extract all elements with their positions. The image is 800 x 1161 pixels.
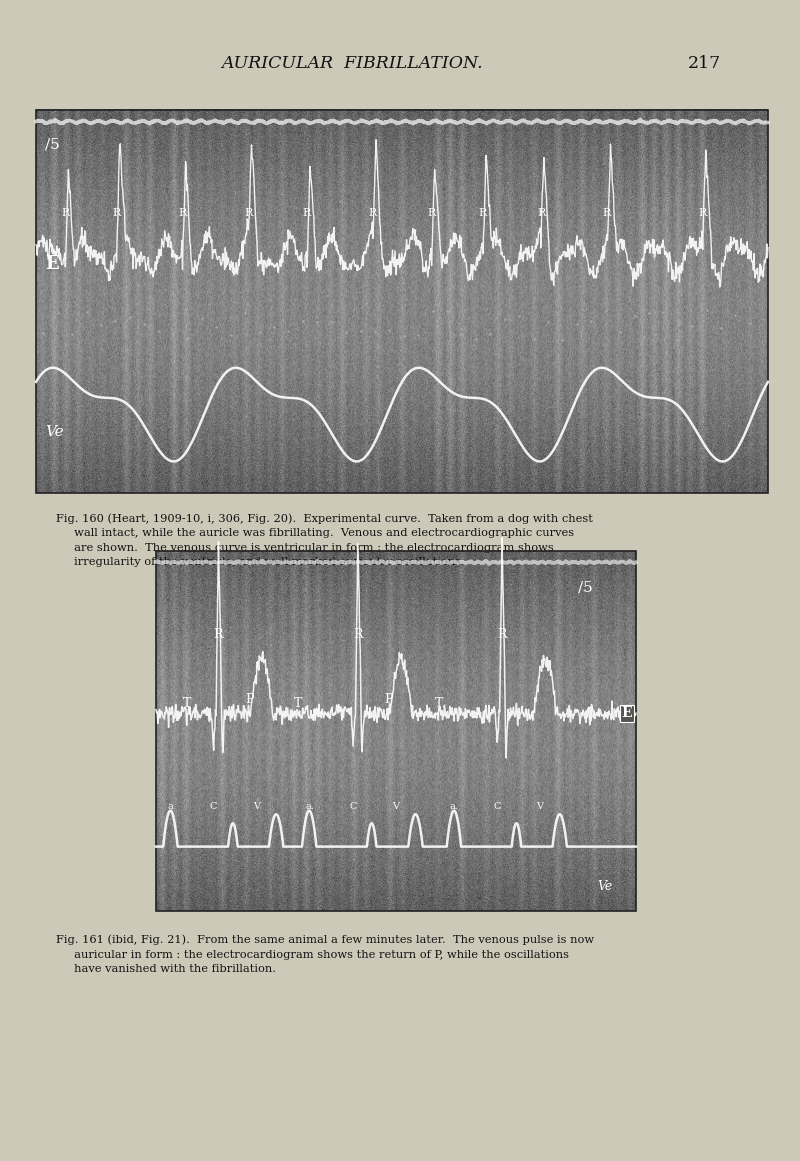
Text: T: T bbox=[294, 697, 302, 709]
Text: R: R bbox=[244, 208, 253, 217]
Text: Fig. 160 (Heart, 1909-10, i, 306, Fig. 20).  Experimental curve.  Taken from a d: Fig. 160 (Heart, 1909-10, i, 306, Fig. 2… bbox=[56, 513, 593, 567]
Text: Ve: Ve bbox=[45, 425, 63, 439]
Text: C: C bbox=[349, 801, 357, 810]
Text: Fig. 161 (ibid, Fig. 21).  From the same animal a few minutes later.  The venous: Fig. 161 (ibid, Fig. 21). From the same … bbox=[56, 935, 594, 974]
Text: R: R bbox=[369, 208, 377, 217]
Text: R: R bbox=[427, 208, 435, 217]
Text: C: C bbox=[210, 801, 218, 810]
Text: E: E bbox=[45, 254, 58, 273]
Text: T: T bbox=[183, 697, 191, 709]
Text: R: R bbox=[302, 208, 311, 217]
Text: R: R bbox=[603, 208, 611, 217]
Text: V: V bbox=[254, 801, 260, 810]
Text: a: a bbox=[167, 801, 174, 810]
Text: R: R bbox=[112, 208, 121, 217]
Text: V: V bbox=[393, 801, 399, 810]
Text: /5: /5 bbox=[45, 138, 59, 152]
Text: T: T bbox=[435, 697, 443, 709]
Text: 217: 217 bbox=[687, 56, 721, 72]
Text: a.: a. bbox=[305, 801, 314, 810]
Text: R: R bbox=[537, 208, 546, 217]
Text: E: E bbox=[622, 706, 632, 721]
Text: P: P bbox=[385, 693, 393, 706]
Text: R: R bbox=[353, 628, 362, 641]
Text: R: R bbox=[698, 208, 706, 217]
Text: /5: /5 bbox=[578, 580, 593, 594]
Text: P: P bbox=[246, 693, 254, 706]
Text: R: R bbox=[61, 208, 70, 217]
Text: V: V bbox=[537, 801, 543, 810]
Bar bbox=[36, 110, 768, 493]
Text: R: R bbox=[178, 208, 186, 217]
Text: R: R bbox=[497, 628, 506, 641]
Text: C: C bbox=[493, 801, 501, 810]
Bar bbox=[156, 551, 636, 911]
Text: Ve: Ve bbox=[598, 880, 613, 893]
Text: R: R bbox=[478, 208, 486, 217]
Text: R: R bbox=[214, 628, 223, 641]
Text: AURICULAR  FIBRILLATION.: AURICULAR FIBRILLATION. bbox=[221, 56, 483, 72]
Text: a.: a. bbox=[449, 801, 458, 810]
